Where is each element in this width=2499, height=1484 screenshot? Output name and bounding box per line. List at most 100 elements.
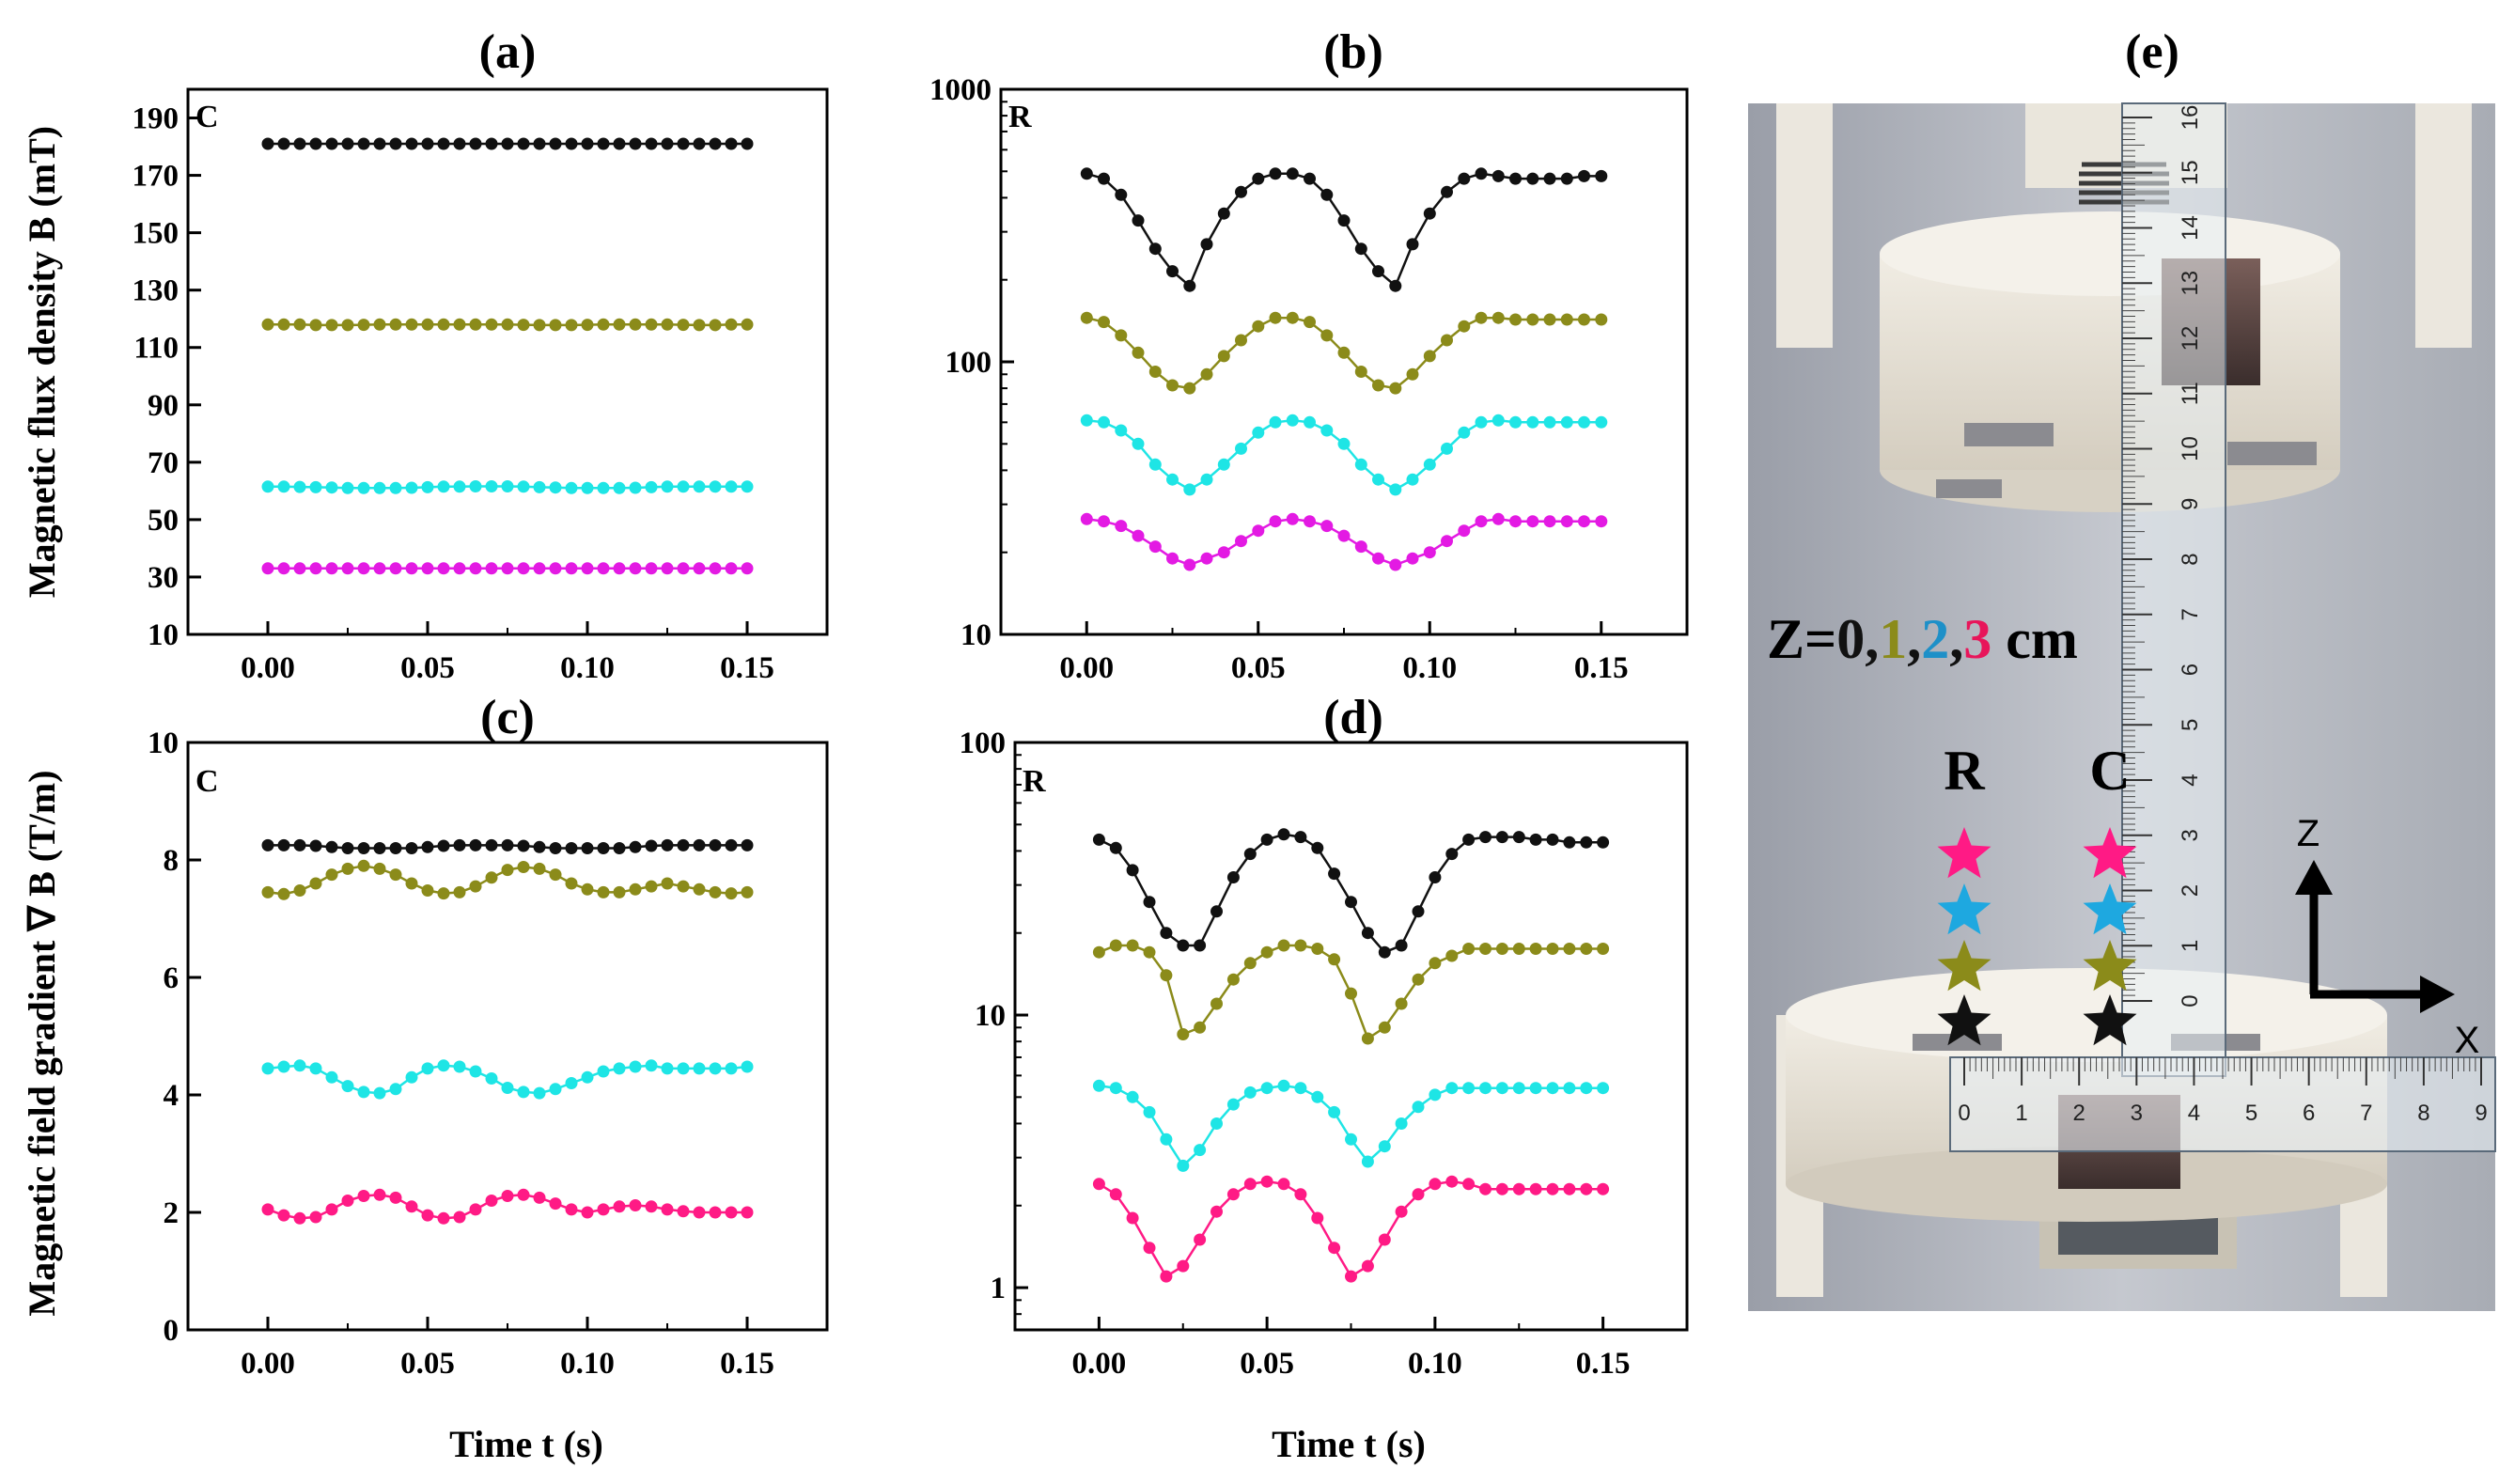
data-point-b-1-2: [1115, 329, 1128, 342]
data-point-c-0-3: [309, 839, 322, 852]
vruler-label: 13: [2178, 271, 2203, 296]
data-point-d-3-11: [1277, 1178, 1290, 1191]
data-point-b-0-9: [1235, 185, 1247, 198]
data-point-c-0-28: [709, 838, 722, 851]
data-point-b-1-11: [1269, 311, 1282, 324]
z-value-1: ,: [1865, 608, 1879, 670]
data-point-c-3-22: [613, 1200, 626, 1213]
data-point-c-3-18: [549, 1197, 562, 1211]
hruler-label: 1: [2015, 1101, 2027, 1126]
data-point-d-0-7: [1210, 905, 1223, 918]
data-point-b-2-18: [1389, 483, 1402, 496]
data-point-c-1-28: [709, 885, 722, 898]
y-tick-label-a-6: 130: [133, 274, 180, 308]
data-point-b-0-20: [1423, 207, 1436, 220]
data-point-b-3-17: [1372, 552, 1384, 565]
data-point-a-3-24: [645, 562, 658, 575]
data-point-a-1-3: [309, 319, 322, 332]
data-point-b-1-16: [1354, 366, 1367, 378]
y-tick-label-d-2: 100: [960, 726, 1007, 760]
data-point-a-2-18: [549, 481, 562, 494]
data-point-c-1-30: [741, 885, 754, 898]
hruler-label: 0: [1958, 1101, 1970, 1126]
data-point-d-2-9: [1243, 1086, 1257, 1099]
data-point-b-0-23: [1475, 167, 1488, 180]
data-point-a-2-17: [533, 480, 546, 493]
data-point-b-3-22: [1458, 524, 1471, 538]
data-point-c-0-8: [389, 842, 402, 854]
data-point-c-0-29: [725, 838, 738, 851]
data-point-d-3-26: [1529, 1182, 1542, 1195]
data-point-c-3-5: [341, 1195, 354, 1207]
data-point-d-1-26: [1529, 943, 1542, 955]
data-point-c-0-12: [453, 838, 466, 851]
data-point-b-3-4: [1148, 540, 1162, 554]
data-point-d-1-23: [1479, 943, 1492, 955]
data-point-d-0-4: [1160, 927, 1173, 940]
data-point-c-2-4: [325, 1070, 338, 1084]
data-point-b-1-26: [1526, 313, 1539, 326]
data-point-b-3-23: [1475, 515, 1488, 528]
data-point-a-1-11: [437, 318, 450, 331]
data-point-d-0-10: [1260, 833, 1273, 846]
panel-c: (c) C Magnetic field gradient ∇ B (T/m) …: [21, 691, 829, 1465]
data-point-d-2-26: [1529, 1082, 1542, 1095]
data-point-c-3-29: [725, 1206, 738, 1219]
measurement-position-stars: [1937, 827, 2137, 1046]
star-c-1: [2083, 883, 2137, 935]
y-tick-label-b-1: 100: [945, 346, 992, 380]
data-point-a-1-8: [389, 318, 402, 331]
data-point-d-0-27: [1546, 833, 1559, 846]
vruler-label: 14: [2178, 215, 2203, 241]
z-positions-label: Z=0,1,2,3 cm: [1767, 608, 2078, 670]
data-point-b-0-22: [1458, 172, 1471, 185]
data-point-d-2-30: [1597, 1082, 1610, 1095]
vruler-label: 10: [2178, 436, 2203, 461]
data-point-a-3-12: [453, 562, 466, 575]
vruler-label: 15: [2178, 160, 2203, 185]
hruler-label: 6: [2303, 1101, 2315, 1126]
data-point-a-2-15: [501, 480, 514, 492]
data-point-a-0-26: [677, 137, 690, 150]
data-point-a-0-23: [629, 137, 642, 150]
x-arrowhead: [2420, 976, 2455, 1013]
data-point-d-1-27: [1546, 943, 1559, 955]
data-point-d-1-11: [1277, 939, 1290, 952]
data-point-b-0-16: [1354, 242, 1367, 256]
data-point-d-1-16: [1361, 1032, 1374, 1045]
data-point-b-1-20: [1423, 350, 1436, 363]
data-point-d-1-2: [1126, 939, 1139, 952]
series-line-d-3: [1098, 1179, 1603, 1278]
data-point-b-2-12: [1286, 414, 1299, 427]
data-point-c-2-25: [661, 1062, 674, 1075]
data-point-a-2-10: [421, 480, 434, 493]
data-point-a-2-3: [309, 480, 322, 493]
data-point-d-2-23: [1479, 1082, 1492, 1095]
data-point-a-3-28: [709, 562, 722, 575]
data-point-b-2-27: [1543, 415, 1556, 429]
data-point-d-3-3: [1143, 1242, 1156, 1255]
vruler-label: 1: [2178, 940, 2203, 952]
panel-d-series: [1092, 828, 1610, 1283]
data-point-d-3-17: [1378, 1233, 1391, 1246]
data-point-b-1-23: [1475, 311, 1488, 324]
data-point-c-1-15: [501, 864, 514, 877]
data-point-a-2-25: [661, 480, 674, 493]
data-point-a-1-15: [501, 318, 514, 331]
data-point-c-2-15: [501, 1082, 514, 1094]
data-point-c-0-15: [501, 838, 514, 851]
data-point-b-3-6: [1183, 558, 1196, 571]
data-point-a-2-5: [341, 481, 354, 494]
data-point-b-2-3: [1132, 437, 1145, 450]
data-point-a-2-22: [613, 481, 626, 494]
data-point-c-3-3: [309, 1211, 322, 1224]
data-point-b-0-28: [1560, 172, 1573, 185]
data-point-b-0-3: [1132, 214, 1145, 227]
data-point-b-0-27: [1543, 172, 1556, 185]
data-point-c-0-13: [469, 838, 482, 851]
data-point-b-1-8: [1217, 350, 1230, 363]
data-point-a-0-6: [357, 137, 370, 150]
data-point-a-3-19: [565, 562, 578, 575]
data-point-a-3-29: [725, 562, 738, 575]
data-point-d-2-1: [1109, 1082, 1122, 1095]
